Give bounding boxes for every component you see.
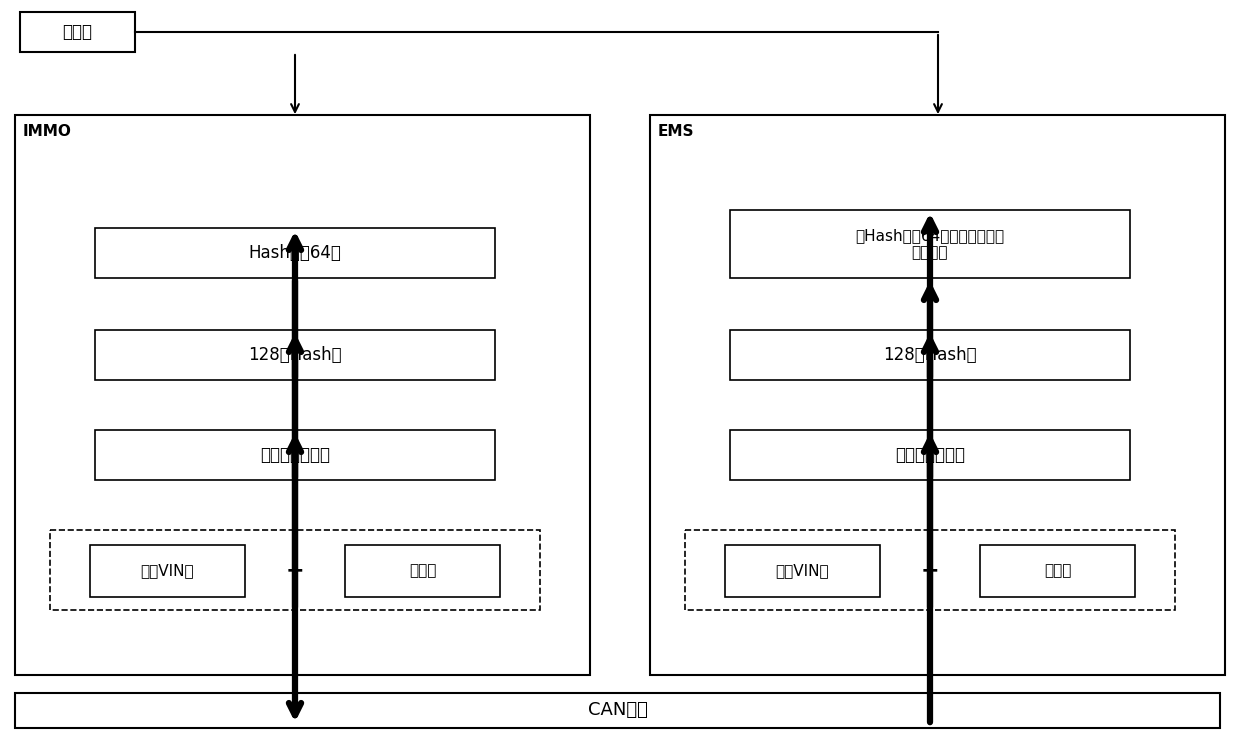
Text: 不可逆加密运算: 不可逆加密运算 — [260, 446, 330, 464]
Bar — [15, 693, 1220, 728]
Text: 车辆VIN码: 车辆VIN码 — [776, 564, 829, 578]
Bar — [685, 530, 1175, 610]
Bar — [95, 330, 496, 380]
Text: +: + — [286, 561, 305, 581]
Text: Hash值低64位: Hash值低64位 — [249, 244, 342, 262]
Text: 不可逆加密运算: 不可逆加密运算 — [895, 446, 965, 464]
Text: IMMO: IMMO — [24, 123, 72, 138]
Text: 随机数: 随机数 — [1043, 564, 1072, 578]
Text: +: + — [921, 561, 939, 581]
Text: 128位Hash值: 128位Hash值 — [883, 346, 976, 364]
Text: 点火锁: 点火锁 — [62, 23, 93, 41]
Text: 车辆VIN码: 车辆VIN码 — [141, 564, 195, 578]
Text: 128位Hash值: 128位Hash值 — [248, 346, 342, 364]
Bar — [650, 115, 1225, 675]
Bar — [730, 330, 1130, 380]
Bar — [50, 530, 540, 610]
Bar — [20, 12, 135, 52]
Bar — [15, 115, 590, 675]
Bar — [344, 545, 501, 597]
Bar — [980, 545, 1135, 597]
Text: EMS: EMS — [658, 123, 695, 138]
Text: 取Hash值低64位并与收到的值
进行比较: 取Hash值低64位并与收到的值 进行比较 — [855, 228, 1005, 260]
Text: CAN总线: CAN总线 — [587, 701, 648, 720]
Bar — [730, 210, 1130, 278]
Bar — [730, 430, 1130, 480]
Bar — [90, 545, 245, 597]
Text: 随机数: 随机数 — [409, 564, 436, 578]
Bar — [95, 228, 496, 278]
Bar — [95, 430, 496, 480]
Bar — [725, 545, 880, 597]
